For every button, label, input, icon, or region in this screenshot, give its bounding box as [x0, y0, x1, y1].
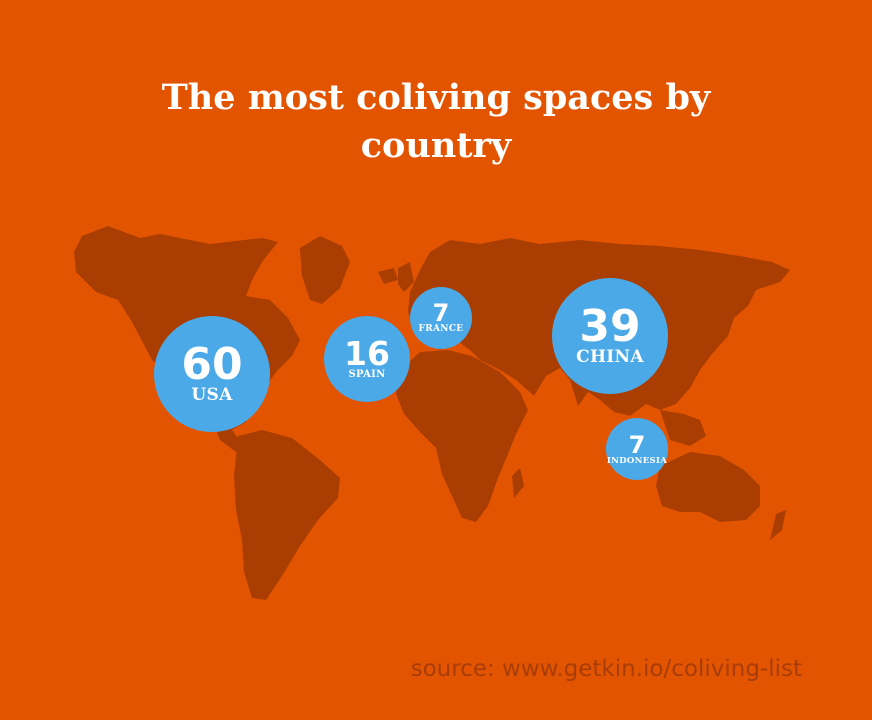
country-label: SPAIN	[348, 369, 386, 381]
country-value: 16	[344, 334, 390, 374]
map-title: The most coliving spaces by country	[161, 77, 711, 166]
australia-landmass	[656, 452, 760, 522]
new-zealand-landmass	[770, 510, 786, 540]
south-america-landmass	[234, 430, 340, 600]
country-value: 7	[628, 430, 646, 459]
country-label: USA	[191, 385, 233, 406]
madagascar-landmass	[512, 468, 524, 498]
country-value: 39	[579, 301, 641, 353]
country-bubble-usa: 60 USA	[154, 316, 270, 432]
country-bubble-china: 39 CHINA	[552, 278, 668, 394]
country-bubble-france: 7 FRANCE	[410, 287, 472, 349]
country-value: 7	[432, 299, 450, 328]
country-label: INDONESIA	[606, 455, 668, 466]
country-bubble-indonesia: 7 INDONESIA	[606, 418, 668, 480]
greenland-landmass	[300, 236, 350, 304]
country-value: 60	[181, 339, 243, 391]
uk-landmass	[398, 262, 414, 292]
country-bubble-spain: 16 SPAIN	[324, 316, 410, 402]
arctic-islands-landmass	[226, 240, 268, 262]
country-label: FRANCE	[418, 324, 464, 335]
iceland-landmass	[378, 268, 398, 284]
japan-landmass	[710, 300, 728, 338]
indonesia-islands-landmass	[660, 410, 706, 446]
source-note: source: www.getkin.io/coliving-list	[410, 656, 802, 682]
africa-landmass	[396, 350, 528, 522]
country-label: CHINA	[576, 347, 644, 368]
